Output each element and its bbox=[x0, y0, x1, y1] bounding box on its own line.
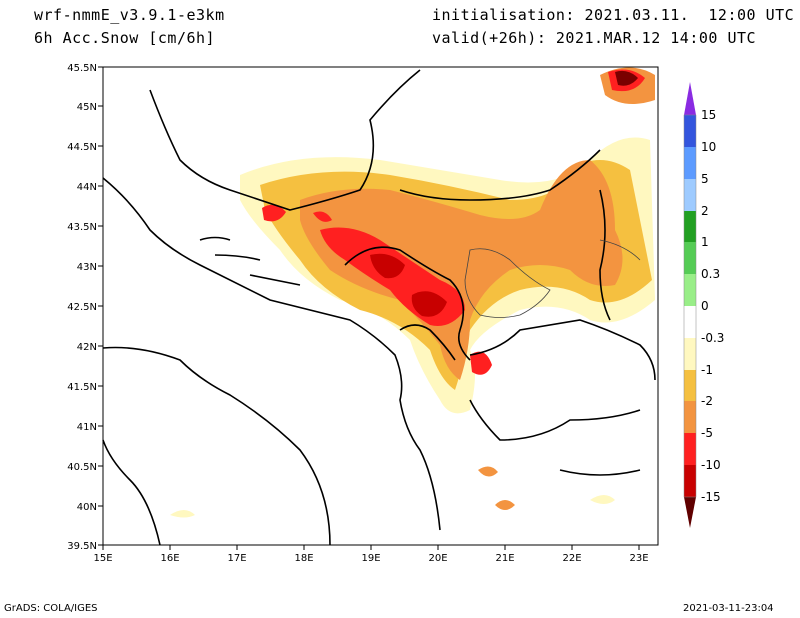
lon-tick-label: 19E bbox=[361, 553, 380, 564]
colorbar-label: 2 bbox=[701, 204, 709, 218]
colorbar: 15 10 5 2 1 0.3 0 -0.3 -1 -2 -5 -10 -15 bbox=[683, 82, 724, 528]
lon-tick-label: 23E bbox=[629, 553, 648, 564]
colorbar-label: 1 bbox=[701, 235, 709, 249]
colorbar-label: 15 bbox=[701, 108, 716, 122]
lat-tick-label: 43.5N bbox=[67, 222, 97, 233]
lat-axis: 39.5N 40N 40.5N 41N 41.5N 42N 42.5N 43N … bbox=[67, 63, 103, 552]
lon-tick-label: 21E bbox=[495, 553, 514, 564]
lon-tick-label: 15E bbox=[93, 553, 112, 564]
colorbar-label: 5 bbox=[701, 172, 709, 186]
lat-tick-label: 41.5N bbox=[67, 382, 97, 393]
lat-tick-label: 45N bbox=[77, 102, 97, 113]
coastlines-borders bbox=[102, 69, 656, 546]
lat-tick-label: 44.5N bbox=[67, 142, 97, 153]
lat-tick-label: 41N bbox=[77, 422, 97, 433]
lat-tick-label: 45.5N bbox=[67, 63, 97, 74]
colorbar-swatch bbox=[684, 306, 696, 338]
model-title: wrf-nmmE_v3.9.1-e3km bbox=[34, 6, 225, 24]
colorbar-label: -2 bbox=[701, 394, 713, 408]
colorbar-swatch bbox=[684, 147, 696, 179]
lat-tick-label: 39.5N bbox=[67, 541, 97, 552]
lat-tick-label: 44N bbox=[77, 182, 97, 193]
timestamp-text: 2021-03-11-23:04 bbox=[683, 603, 774, 614]
colorbar-top-arrow bbox=[684, 82, 696, 115]
colorbar-label: 0.3 bbox=[701, 267, 720, 281]
colorbar-label: 0 bbox=[701, 299, 709, 313]
lon-tick-label: 20E bbox=[428, 553, 447, 564]
lat-tick-label: 40.5N bbox=[67, 462, 97, 473]
snow-field bbox=[170, 67, 655, 518]
lat-tick-label: 42.5N bbox=[67, 302, 97, 313]
internal-borders bbox=[464, 239, 641, 318]
colorbar-label: -1 bbox=[701, 363, 713, 377]
colorbar-swatch bbox=[684, 179, 696, 211]
colorbar-swatch bbox=[684, 274, 696, 306]
lat-tick-label: 40N bbox=[77, 502, 97, 513]
colorbar-swatch bbox=[684, 465, 696, 497]
colorbar-swatch bbox=[684, 242, 696, 274]
lat-tick-label: 42N bbox=[77, 342, 97, 353]
colorbar-swatch bbox=[684, 338, 696, 370]
colorbar-swatch bbox=[684, 433, 696, 465]
lon-tick-label: 16E bbox=[160, 553, 179, 564]
colorbar-label: -10 bbox=[701, 458, 721, 472]
field-title: 6h Acc.Snow [cm/6h] bbox=[34, 29, 216, 47]
init-time: initialisation: 2021.03.11. 12:00 UTC bbox=[432, 6, 795, 24]
lon-axis: 15E 16E 17E 18E 19E 20E 21E 22E 23E bbox=[93, 545, 649, 564]
colorbar-swatch bbox=[684, 370, 696, 401]
colorbar-bottom-arrow bbox=[684, 497, 696, 528]
valid-time: valid(+26h): 2021.MAR.12 14:00 UTC bbox=[432, 29, 757, 47]
colorbar-swatch bbox=[684, 115, 696, 147]
lat-tick-label: 43N bbox=[77, 262, 97, 273]
lon-tick-label: 18E bbox=[294, 553, 313, 564]
colorbar-label: -15 bbox=[701, 490, 721, 504]
lon-tick-label: 22E bbox=[562, 553, 581, 564]
colorbar-swatch bbox=[684, 211, 696, 242]
credit-text: GrADS: COLA/IGES bbox=[4, 603, 98, 614]
lon-tick-label: 17E bbox=[227, 553, 246, 564]
colorbar-label: -5 bbox=[701, 426, 713, 440]
colorbar-label: -0.3 bbox=[701, 331, 724, 345]
colorbar-swatch bbox=[684, 401, 696, 433]
colorbar-label: 10 bbox=[701, 140, 716, 154]
